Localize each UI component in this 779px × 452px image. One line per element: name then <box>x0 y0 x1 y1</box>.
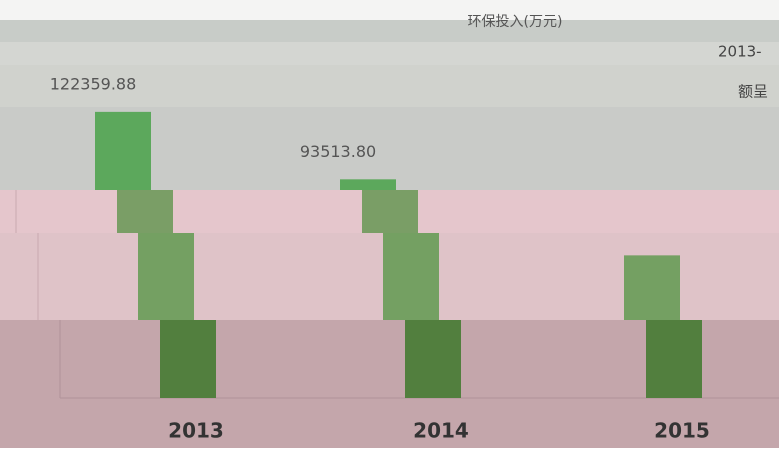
bar-segment <box>383 233 439 320</box>
x-tick-label: 2014 <box>413 419 469 443</box>
bar-segment <box>117 190 173 233</box>
value-label: 93513.80 <box>300 142 376 161</box>
x-tick-label: 2013 <box>168 419 224 443</box>
bar <box>95 111 216 398</box>
bar-segment <box>95 111 151 190</box>
bar-segment <box>362 190 418 233</box>
bar-segment <box>138 233 194 320</box>
bar-segment <box>405 320 461 398</box>
annotation: 额呈 <box>738 83 768 101</box>
bar-segment <box>340 179 396 190</box>
bar-segment <box>646 320 702 398</box>
annotation: 2013- <box>718 43 762 61</box>
bar <box>624 255 702 398</box>
chart-title: 环保投入(万元) <box>468 14 563 30</box>
value-label: 122359.88 <box>50 74 137 93</box>
x-tick-label: 2015 <box>654 419 710 443</box>
bar <box>340 179 461 398</box>
bar-segment <box>160 320 216 398</box>
bar-segment <box>624 255 680 320</box>
